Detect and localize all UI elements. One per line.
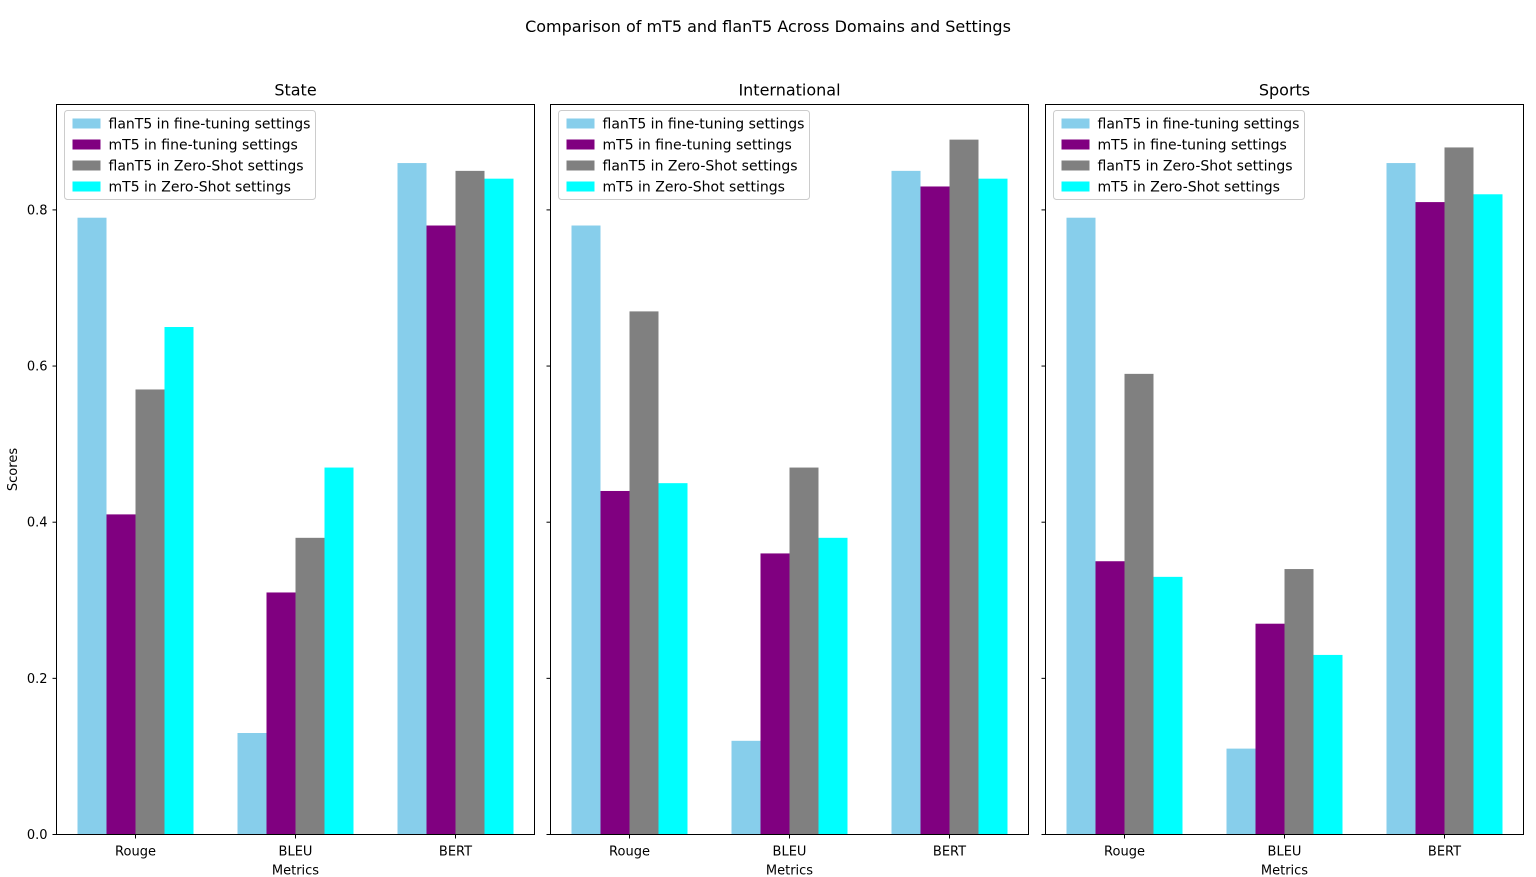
legend-label: mT5 in fine-tuning settings — [603, 138, 792, 154]
bar — [1066, 217, 1096, 835]
bar — [106, 514, 136, 835]
legend: flanT5 in fine-tuning settings mT5 in fin… — [1053, 110, 1305, 200]
legend-label: flanT5 in Zero-Shot settings — [603, 159, 798, 175]
chart-panel: Rouge BLEU BERT International Metrics flanT5 … — [546, 81, 1029, 877]
legend-swatch — [72, 139, 101, 150]
bar — [818, 537, 848, 835]
bar — [237, 733, 267, 835]
subplot-title: International — [738, 81, 840, 100]
bar — [1284, 569, 1314, 835]
bar — [789, 467, 819, 835]
bar — [571, 225, 601, 835]
legend-label: flanT5 in fine-tuning settings — [109, 117, 311, 133]
legend-swatch — [1061, 160, 1090, 171]
legend-swatch — [1061, 139, 1090, 150]
bar — [658, 483, 688, 835]
legend-label: mT5 in Zero-Shot settings — [603, 180, 785, 196]
bar — [295, 537, 325, 835]
legend-label: flanT5 in fine-tuning settings — [1098, 117, 1300, 133]
x-tick-label: BLEU — [1268, 845, 1302, 860]
legend-swatch — [1061, 181, 1090, 192]
bar — [426, 225, 456, 835]
bar — [324, 467, 354, 835]
x-tick-label: Rouge — [115, 845, 156, 860]
y-tick-label: 0.0 — [27, 828, 48, 843]
legend-label: flanT5 in Zero-Shot settings — [1098, 159, 1293, 175]
y-axis-label: Scores — [6, 448, 21, 491]
x-tick-label: Rouge — [609, 845, 650, 860]
legend-swatch — [72, 181, 101, 192]
bar — [77, 217, 107, 835]
bar — [1095, 561, 1125, 835]
legend: flanT5 in fine-tuning settings mT5 in fin… — [558, 110, 810, 200]
bar — [600, 490, 630, 835]
bar — [1386, 163, 1416, 835]
legend-label: mT5 in Zero-Shot settings — [109, 180, 291, 196]
legend-swatch — [566, 139, 595, 150]
legend-label: mT5 in Zero-Shot settings — [1098, 180, 1280, 196]
y-tick-label: 0.2 — [27, 672, 48, 687]
bar — [484, 178, 514, 835]
legend-label: mT5 in fine-tuning settings — [1098, 138, 1287, 154]
x-tick-label: BLEU — [773, 845, 807, 860]
x-axis-label: Metrics — [272, 864, 319, 877]
bar — [760, 553, 790, 835]
bar — [135, 389, 165, 835]
legend: flanT5 in fine-tuning settings mT5 in fin… — [64, 110, 316, 200]
bar — [1313, 654, 1343, 835]
chart-panels: 0.0 0.2 0.4 0.6 0.8 Rouge BLEU BERT State Metrics… — [6, 81, 1524, 877]
bar — [1124, 373, 1154, 835]
legend-label: mT5 in fine-tuning settings — [109, 138, 298, 154]
legend-swatch — [566, 160, 595, 171]
bar — [949, 139, 979, 835]
bar — [164, 327, 194, 835]
y-tick-label: 0.4 — [27, 516, 48, 531]
y-tick-label: 0.8 — [27, 203, 48, 218]
legend-box — [558, 110, 810, 200]
legend-swatch — [72, 160, 101, 171]
figure-title: Comparison of mT5 and flanT5 Across Doma… — [525, 17, 1011, 36]
bar — [1226, 748, 1256, 835]
legend-label: flanT5 in Zero-Shot settings — [109, 159, 304, 175]
chart-panel: 0.0 0.2 0.4 0.6 0.8 Rouge BLEU BERT State Metrics… — [6, 81, 535, 877]
bar — [1153, 576, 1183, 835]
bar — [1473, 194, 1503, 835]
x-tick-label: BERT — [439, 845, 472, 860]
legend-box — [1053, 110, 1305, 200]
x-tick-label: Rouge — [1104, 845, 1145, 860]
chart-panel: Rouge BLEU BERT Sports Metrics flanT5 in fine… — [1041, 81, 1524, 877]
bar — [266, 592, 296, 835]
y-tick-label: 0.6 — [27, 360, 48, 375]
bar — [455, 170, 485, 835]
x-tick-label: BLEU — [279, 845, 313, 860]
bar — [978, 178, 1008, 835]
bar — [920, 186, 950, 835]
bar — [731, 740, 761, 835]
bar — [891, 170, 921, 835]
legend-swatch — [566, 118, 595, 129]
legend-label: flanT5 in fine-tuning settings — [603, 117, 805, 133]
bar — [629, 311, 659, 835]
subplot-title: State — [274, 81, 316, 100]
bar — [1444, 147, 1474, 835]
x-axis-label: Metrics — [1261, 864, 1308, 877]
legend-swatch — [1061, 118, 1090, 129]
legend-swatch — [72, 118, 101, 129]
x-tick-label: BERT — [1428, 845, 1461, 860]
x-tick-label: BERT — [933, 845, 966, 860]
x-axis-label: Metrics — [766, 864, 813, 877]
bar — [397, 163, 427, 835]
bar — [1415, 202, 1445, 835]
legend-swatch — [566, 181, 595, 192]
subplot-title: Sports — [1259, 81, 1310, 100]
bar — [1255, 623, 1285, 835]
legend-box — [64, 110, 316, 200]
